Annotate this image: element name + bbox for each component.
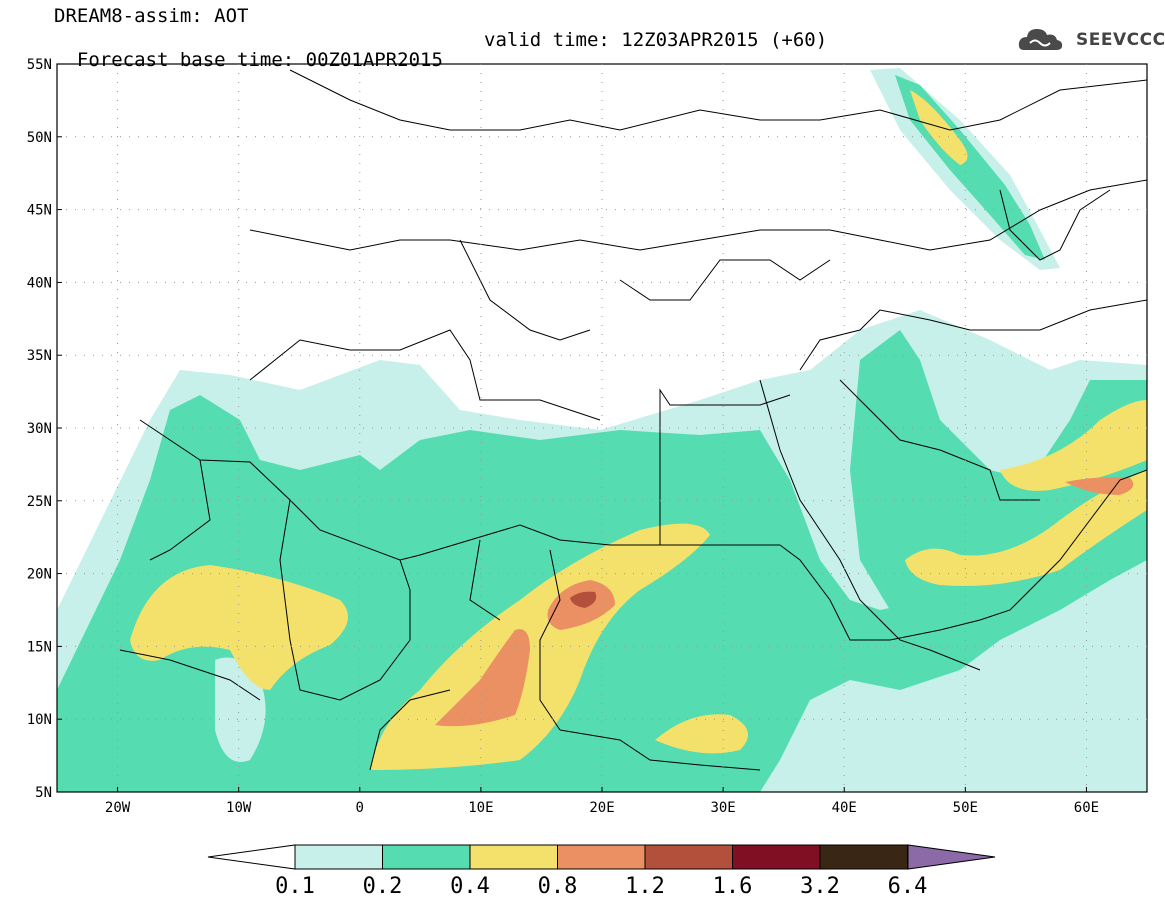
lon-label: 20E <box>589 800 614 816</box>
lat-label: 35N <box>27 348 52 364</box>
aot-contours <box>57 68 1147 792</box>
colorbar-segment <box>557 844 646 870</box>
lon-label: 10E <box>468 800 493 816</box>
colorbar-label: 1.6 <box>713 874 753 899</box>
aot-contour-0.4-caspian <box>910 90 968 165</box>
colorbar-segment <box>819 844 908 870</box>
lat-label: 55N <box>27 57 52 73</box>
aot-contour-0.8-lake-chad <box>435 629 530 727</box>
colorbar-label: 0.4 <box>450 874 490 899</box>
lon-label: 50E <box>953 800 978 816</box>
longitude-labels: 20W 10W 0 10E 20E 30E 40E 50E 60E <box>105 787 1099 816</box>
lon-label: 10W <box>226 800 252 816</box>
aot-contour-0.1-hole <box>215 657 266 762</box>
colorbar-segment <box>732 844 821 870</box>
colorbar-label: 0.1 <box>275 874 315 899</box>
lat-label: 20N <box>27 567 52 583</box>
colorbar-segment <box>382 844 471 870</box>
latitude-labels: 55N 50N 45N 40N 35N 30N 25N 20N 15N 10N 5N <box>27 57 62 801</box>
lon-label: 40E <box>832 800 857 816</box>
lat-label: 50N <box>27 130 52 146</box>
map-title: DREAM8-assim: AOT <box>54 5 249 27</box>
country-borders <box>119 69 1148 771</box>
colorbar-label: 6.4 <box>888 874 928 899</box>
colorbar-segment <box>469 844 558 870</box>
cloud-icon <box>1018 29 1063 50</box>
logo-text: SEEVCCC <box>1076 30 1165 50</box>
lat-label: 15N <box>27 639 52 655</box>
aot-contour-0.4-gulf <box>1000 400 1147 491</box>
lat-label: 5N <box>35 785 52 801</box>
colorbar-label: 0.8 <box>538 874 578 899</box>
colorbar <box>207 844 996 870</box>
lat-label: 45N <box>27 203 52 219</box>
colorbar-labels: 0.1 0.2 0.4 0.8 1.2 1.6 3.2 6.4 <box>275 874 927 899</box>
colorbar-label: 0.2 <box>363 874 403 899</box>
seevccc-logo: SEEVCCC <box>1016 22 1165 56</box>
lon-label: 20W <box>105 800 131 816</box>
colorbar-right-arrow <box>907 844 996 870</box>
valid-time: valid time: 12Z03APR2015 (+60) <box>484 29 828 51</box>
aot-contour-0.8-gulf <box>1065 477 1134 495</box>
colorbar-label: 1.2 <box>625 874 665 899</box>
colorbar-segment <box>644 844 733 870</box>
colorbar-left-arrow <box>207 844 296 870</box>
lat-label: 40N <box>27 275 52 291</box>
lat-label: 10N <box>27 712 52 728</box>
forecast-times: Forecast base time: 00Z01APR2015 valid t… <box>54 30 827 90</box>
colorbar-segment <box>294 844 383 870</box>
aot-contour-1.2-tibesti <box>570 591 597 608</box>
aot-contour-0.4-arabia <box>905 470 1147 586</box>
lon-label: 30E <box>710 800 735 816</box>
colorbar-label: 3.2 <box>800 874 840 899</box>
lon-label: 0 <box>356 800 364 816</box>
lat-label: 30N <box>27 421 52 437</box>
lat-label: 25N <box>27 494 52 510</box>
lon-label: 60E <box>1074 800 1099 816</box>
base-time: Forecast base time: 00Z01APR2015 <box>76 49 443 71</box>
aot-contour-0.4-isolated <box>655 714 748 754</box>
